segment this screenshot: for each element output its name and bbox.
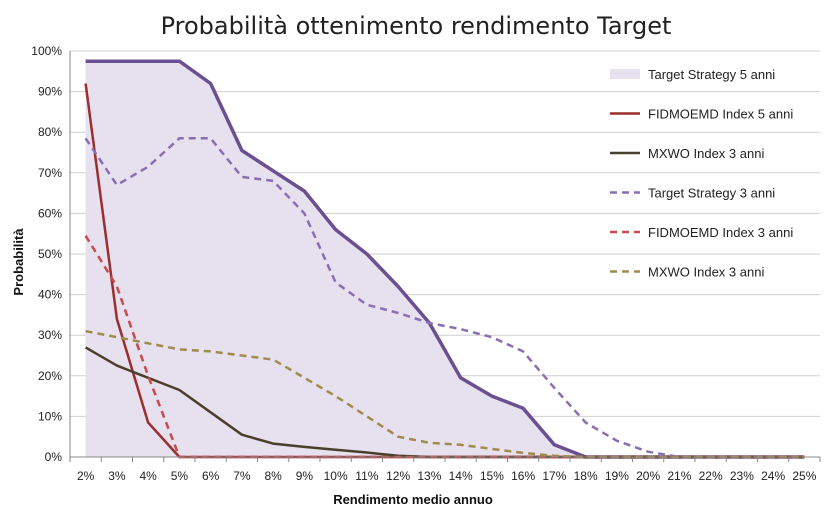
y-tick-label: 50% (38, 247, 62, 261)
x-tick-label: 14% (449, 469, 473, 483)
x-tick-label: 4% (139, 469, 157, 483)
legend-label: FIDMOEMD Index 5 anni (648, 107, 793, 122)
y-tick-label: 70% (38, 166, 62, 180)
x-tick-label: 2% (77, 469, 95, 483)
y-tick-label: 20% (38, 369, 62, 383)
legend: Target Strategy 5 anni FIDMOEMD Index 5 a… (610, 67, 793, 280)
chart-title: Probabilità ottenimento rendimento Targe… (161, 12, 672, 40)
y-tick-label: 80% (38, 125, 62, 139)
x-tick-label: 19% (605, 469, 629, 483)
x-tick-label: 8% (264, 469, 282, 483)
x-tick-label: 10% (324, 469, 348, 483)
y-axis-label: Probabilità (11, 228, 26, 296)
legend-swatch (610, 69, 640, 79)
x-tick-label: 16% (511, 469, 535, 483)
y-tick-label: 60% (38, 206, 62, 220)
x-tick-label: 3% (108, 469, 126, 483)
y-tick-label: 90% (38, 85, 62, 99)
x-tick-label: 22% (699, 469, 723, 483)
legend-label: Target Strategy 3 anni (648, 186, 775, 201)
x-tick-label: 5% (171, 469, 189, 483)
x-tick-label: 20% (636, 469, 660, 483)
legend-label: Target Strategy 5 anni (648, 67, 775, 82)
x-tick-label: 15% (480, 469, 504, 483)
x-tick-label: 21% (667, 469, 691, 483)
x-axis-label: Rendimento medio annuo (333, 492, 493, 507)
y-tick-label: 40% (38, 288, 62, 302)
x-tick-label: 6% (202, 469, 220, 483)
axes: 0% 10% 20% 30% 40% 50% 60% 70% 80% 90% 100% 2% 3% 4% 5… (31, 44, 821, 483)
legend-label: FIDMOEMD Index 3 anni (648, 225, 793, 240)
x-tick-label: 12% (386, 469, 410, 483)
y-tick-label: 100% (31, 44, 62, 58)
x-tick-label: 25% (792, 469, 816, 483)
x-tick-label: 13% (417, 469, 441, 483)
x-tick-label: 18% (574, 469, 598, 483)
x-tick-label: 23% (730, 469, 754, 483)
y-tick-label: 30% (38, 328, 62, 342)
legend-label: MXWO Index 3 anni (648, 146, 764, 161)
legend-label: MXWO Index 3 anni (648, 265, 764, 280)
x-tick-label: 17% (542, 469, 566, 483)
y-tick-label: 0% (45, 450, 63, 464)
x-tick-label: 7% (233, 469, 251, 483)
x-tick-label: 11% (355, 469, 378, 483)
x-tick-label: 24% (761, 469, 785, 483)
y-tick-label: 10% (38, 409, 62, 423)
x-tick-label: 9% (296, 469, 314, 483)
